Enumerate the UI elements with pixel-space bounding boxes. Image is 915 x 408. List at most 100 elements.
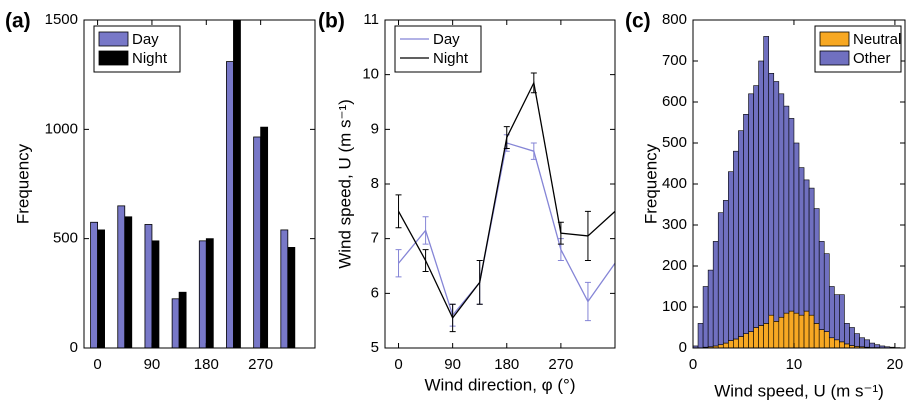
histogram-bar xyxy=(803,179,810,312)
histogram-bar xyxy=(783,105,790,314)
histogram-bar xyxy=(743,333,749,349)
x-tick-label: 180 xyxy=(194,356,219,373)
histogram-bar xyxy=(758,325,764,349)
histogram-bar xyxy=(778,93,785,318)
y-tick-label: 800 xyxy=(662,11,687,28)
histogram-bar xyxy=(748,331,754,349)
bar xyxy=(90,221,98,349)
histogram-bar xyxy=(743,114,749,334)
y-tick-label: 0 xyxy=(70,339,78,356)
histogram-bar xyxy=(717,212,724,346)
error-bar xyxy=(395,194,402,229)
legend-label: Day xyxy=(433,31,460,48)
histogram-bar xyxy=(753,85,759,328)
histogram-bar xyxy=(773,321,780,349)
histogram-bar xyxy=(808,314,815,349)
y-tick-label: 1500 xyxy=(45,11,78,28)
histogram-bar xyxy=(738,336,744,349)
histogram-bar xyxy=(793,312,800,349)
bar xyxy=(260,126,269,349)
y-tick-label: 700 xyxy=(662,52,687,69)
y-tick-label: 7 xyxy=(371,230,379,247)
histogram-bar xyxy=(702,286,709,348)
histogram-bar xyxy=(763,36,770,324)
bar xyxy=(226,61,234,349)
histogram-bar xyxy=(722,342,729,349)
histogram-bar xyxy=(854,333,860,347)
histogram-bar xyxy=(788,310,795,349)
panel-title: (b) xyxy=(318,10,345,33)
legend-label: Other xyxy=(853,50,891,67)
legend-label: Night xyxy=(132,50,168,67)
histogram-bar xyxy=(844,343,850,349)
histogram-bar xyxy=(768,73,775,316)
y-tick-label: 9 xyxy=(371,120,379,137)
x-tick-label: 0 xyxy=(689,356,697,373)
legend-swatch xyxy=(98,31,129,47)
y-tick-label: 8 xyxy=(371,175,379,192)
error-bar xyxy=(449,303,456,333)
error-bar xyxy=(476,260,483,305)
legend-box xyxy=(394,25,482,73)
bar xyxy=(280,229,289,349)
x-tick-label: 90 xyxy=(444,356,461,373)
y-tick-label: 1000 xyxy=(45,120,78,137)
histogram-bar xyxy=(728,171,734,341)
bar xyxy=(253,136,262,349)
bar xyxy=(198,240,207,349)
histogram-bar xyxy=(748,93,754,332)
y-tick-label: 500 xyxy=(53,230,78,247)
y-tick-label: 11 xyxy=(363,11,379,28)
panel-title: (a) xyxy=(5,10,31,33)
histogram-bar xyxy=(818,329,825,349)
axes-box xyxy=(83,19,316,349)
x-tick-label: 180 xyxy=(494,356,519,373)
bar xyxy=(287,247,296,349)
y-tick-label: 6 xyxy=(371,284,379,301)
line xyxy=(398,142,616,317)
line xyxy=(397,80,616,320)
histogram-bar xyxy=(823,331,830,349)
y-axis-label: Frequency xyxy=(641,143,660,224)
y-axis-label: Frequency xyxy=(13,143,32,224)
y-tick-label: 300 xyxy=(662,216,687,233)
histogram-bar xyxy=(849,327,855,346)
y-tick-label: 600 xyxy=(662,93,687,110)
bar xyxy=(171,298,180,349)
x-tick-label: 20 xyxy=(887,356,904,373)
histogram-bar xyxy=(834,339,840,349)
legend-label: Night xyxy=(433,50,469,67)
histogram-bar xyxy=(869,342,876,348)
error-bar xyxy=(530,142,537,160)
histogram-bar xyxy=(839,294,845,343)
legend-swatch xyxy=(819,50,850,66)
histogram-bar xyxy=(823,253,830,332)
panel: (b) Wind speed, U (m s⁻¹) Wind direction, … xyxy=(318,10,616,394)
error-bar xyxy=(395,249,402,278)
histogram-bar xyxy=(788,118,795,312)
histogram-bar xyxy=(828,337,835,349)
histogram-bar xyxy=(818,241,825,330)
x-tick-label: 90 xyxy=(144,356,161,373)
histogram-bar xyxy=(758,60,764,326)
bar xyxy=(205,238,214,349)
histogram-bar xyxy=(839,341,845,349)
bar xyxy=(117,205,126,349)
legend-swatch xyxy=(98,50,129,66)
histogram-bar xyxy=(697,323,704,349)
y-tick-label: 400 xyxy=(662,175,687,192)
histogram-bar xyxy=(798,167,805,316)
y-tick-label: 10 xyxy=(362,66,379,83)
x-axis-label: Wind speed, U (m s⁻¹) xyxy=(714,381,884,400)
histogram-bar xyxy=(808,187,815,316)
histogram-bar xyxy=(768,314,775,349)
histogram-bar xyxy=(733,338,739,349)
error-bar xyxy=(584,281,591,322)
histogram-bar xyxy=(844,323,850,345)
bar xyxy=(151,240,160,349)
histogram-bar xyxy=(803,310,810,349)
histogram-bar xyxy=(834,294,840,341)
histogram-bar xyxy=(859,337,865,348)
histogram-bar xyxy=(773,81,780,322)
x-tick-label: 10 xyxy=(786,356,803,373)
